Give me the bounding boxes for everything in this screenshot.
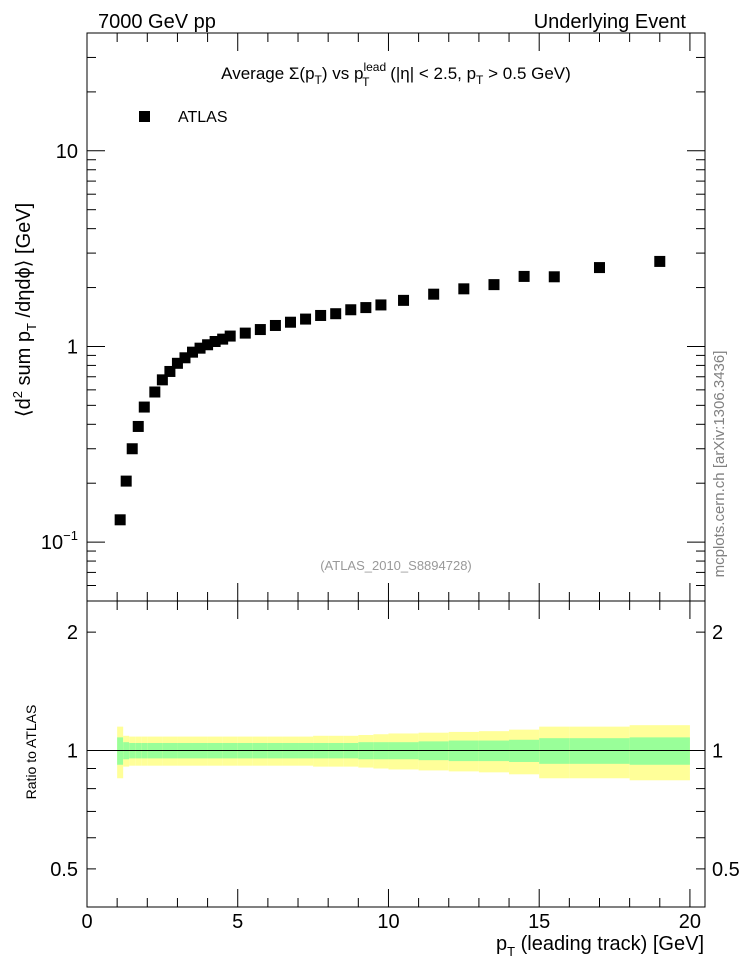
x-axis-ticks: 0 5 10 15 20 (81, 33, 701, 933)
ratio-y-axis-label: Ratio to ATLAS (23, 705, 39, 800)
x-tick-label: 15 (528, 911, 550, 933)
data-point (224, 330, 236, 342)
data-point (202, 339, 214, 351)
ratio-band-inner (117, 737, 124, 765)
header-left: 7000 GeV pp (98, 11, 216, 33)
ratio-y-tick-label-right: 1 (712, 741, 723, 763)
data-point (209, 335, 221, 347)
ratio-y-tick-label-right: 0.5 (712, 859, 740, 881)
data-point (187, 346, 199, 358)
data-point (254, 324, 266, 336)
data-point (654, 255, 666, 267)
data-point (156, 374, 168, 386)
ratio-y-tick-label-left: 0.5 (50, 859, 78, 881)
ratio-y-tick-label-left: 1 (67, 741, 78, 763)
data-point (164, 365, 176, 377)
data-point (360, 302, 372, 314)
main-axis-ticks: 10−1 1 10 (41, 32, 705, 602)
ratio-band-inner (629, 737, 690, 765)
data-point (120, 475, 132, 487)
legend-marker (139, 111, 150, 122)
data-point (488, 279, 500, 291)
ratio-y-tick-label-left: 2 (67, 622, 78, 644)
data-point (315, 309, 327, 321)
data-point (126, 443, 138, 455)
side-source-label: mcplots.cern.ch [arXiv:1306.3436] (711, 351, 728, 578)
plot-title: Average Σ(pT) vs plead T (|η| < 2.5, pT >… (221, 60, 571, 89)
main-y-tick-label: 10−1 (41, 528, 78, 554)
data-point (518, 270, 530, 282)
data-point (428, 288, 440, 300)
x-tick-label: 0 (81, 911, 92, 933)
ratio-uncertainty-bands (87, 725, 705, 781)
data-point (114, 514, 126, 526)
main-y-tick-label: 1 (67, 336, 78, 358)
data-point (194, 342, 206, 354)
data-point (458, 283, 470, 295)
ratio-axis-ticks: 0.5 0.5 1 1 2 2 (50, 622, 740, 908)
data-point (330, 308, 342, 320)
data-point (217, 333, 229, 345)
x-tick-label: 20 (679, 911, 701, 933)
data-point (138, 401, 150, 413)
data-point (284, 316, 296, 328)
analysis-watermark: (ATLAS_2010_S8894728) (320, 558, 472, 573)
data-point (132, 420, 144, 432)
data-point (398, 294, 410, 306)
data-point (375, 299, 387, 311)
x-tick-label: 10 (377, 911, 399, 933)
data-point (269, 319, 281, 331)
main-y-tick-label: 10 (56, 141, 78, 163)
main-data-points (114, 255, 666, 526)
data-point (300, 313, 312, 325)
data-point (345, 304, 357, 316)
data-point (149, 386, 161, 398)
ratio-y-tick-label-right: 2 (712, 622, 723, 644)
data-point (593, 262, 605, 274)
x-axis-label: pT (leading track) [GeV] (496, 933, 704, 959)
header-right: Underlying Event (534, 11, 687, 33)
legend-label: ATLAS (178, 109, 228, 126)
data-point (239, 327, 251, 339)
main-y-axis-label: ⟨d2 sum pT /dηdϕ⟩ [GeV] (10, 203, 39, 417)
ratio-plot-frame (86, 600, 706, 908)
data-point (548, 271, 560, 283)
x-tick-label: 5 (232, 911, 243, 933)
data-point (179, 352, 191, 364)
data-point (171, 357, 183, 369)
